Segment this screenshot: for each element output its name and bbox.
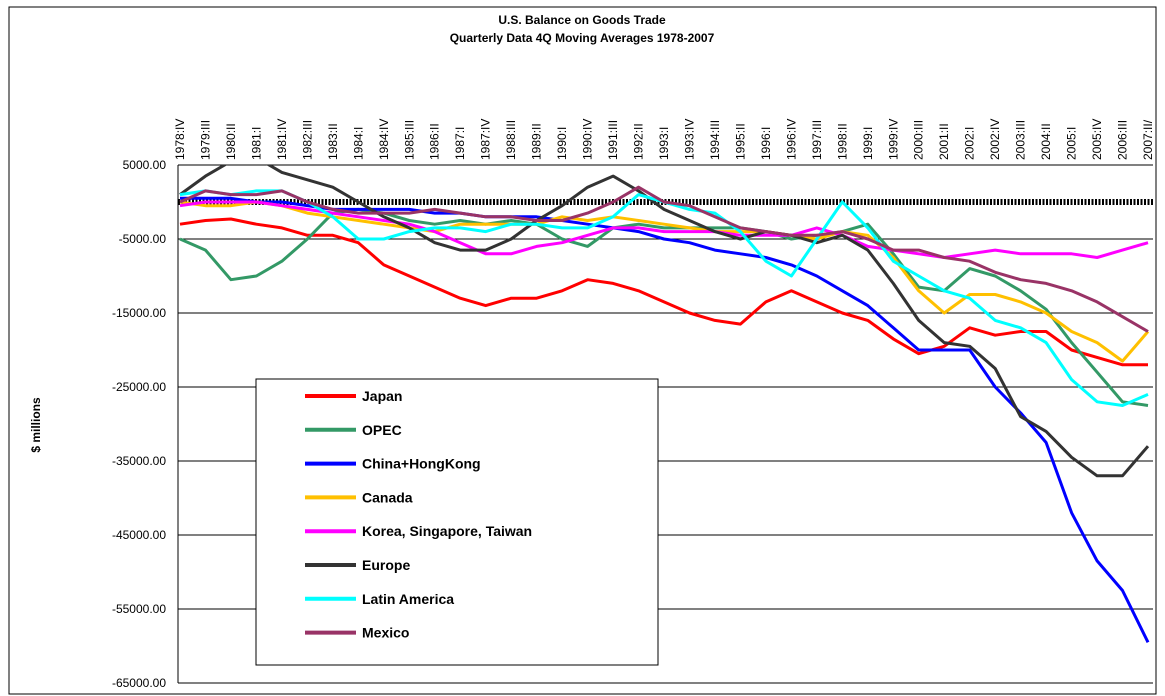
- y-tick-label: -65000.00: [112, 676, 166, 690]
- x-tick-label: 1990:IV: [581, 119, 595, 160]
- legend-label: Canada: [362, 489, 413, 505]
- x-tick-label: 1994:III: [708, 120, 722, 160]
- x-tick-label: 2001:II: [937, 123, 951, 160]
- x-tick-label: 2005:I: [1065, 127, 1079, 160]
- y-tick-label: -45000.00: [112, 528, 166, 542]
- series-line: [179, 165, 1150, 478]
- legend-label: Europe: [362, 557, 410, 573]
- x-tick-label: 1989:II: [530, 123, 544, 160]
- x-tick-label: 2000:III: [912, 120, 926, 160]
- chart-subtitle: Quarterly Data 4Q Moving Averages 1978-2…: [450, 31, 715, 45]
- x-tick-label: 1999:IV: [886, 119, 900, 160]
- y-tick-label: -15000.00: [112, 306, 166, 320]
- series-line: [179, 200, 1150, 363]
- x-tick-label: 2002:IV: [988, 119, 1002, 160]
- x-tick-label: 1978:IV: [173, 119, 187, 160]
- x-tick-label: 2006:III: [1116, 120, 1130, 160]
- x-tick-label: 1995:II: [733, 123, 747, 160]
- x-tick-label: 1986:II: [428, 123, 442, 160]
- chart-title: U.S. Balance on Goods Trade: [498, 13, 666, 27]
- x-tick-label: 1996:I: [759, 127, 773, 160]
- x-tick-label: 1988:III: [504, 120, 518, 160]
- y-tick-label: 5000.00: [123, 158, 167, 172]
- x-tick-label: 1987:IV: [479, 119, 493, 160]
- legend-box: [255, 378, 659, 666]
- x-tick-label: 1993:IV: [682, 119, 696, 160]
- legend-label: China+HongKong: [362, 456, 481, 472]
- x-tick-label: 1993:I: [657, 127, 671, 160]
- y-tick-label: -25000.00: [112, 380, 166, 394]
- x-tick-label: 1996:IV: [784, 119, 798, 160]
- legend-label: Mexico: [362, 625, 409, 641]
- x-tick-label: 1997:III: [810, 120, 824, 160]
- series-line: [179, 185, 1149, 333]
- x-tick-label: 1979:III: [198, 120, 212, 160]
- legend-label: OPEC: [362, 422, 402, 438]
- y-tick-label: -55000.00: [112, 602, 166, 616]
- x-tick-label: 1998:II: [835, 123, 849, 160]
- y-tick-label: -35000.00: [112, 454, 166, 468]
- series-line: [179, 217, 1148, 367]
- y-tick-label: -5000.00: [119, 232, 167, 246]
- x-tick-label: 1999:I: [861, 127, 875, 160]
- x-tick-label: 1980:II: [224, 123, 238, 160]
- x-tick-label: 2002:I: [963, 127, 977, 160]
- x-tick-label: 1990:I: [555, 127, 569, 160]
- x-tick-label: 1983:II: [326, 123, 340, 160]
- legend-label: Korea, Singapore, Taiwan: [362, 523, 532, 539]
- x-tick-label: 1981:IV: [275, 119, 289, 160]
- x-tick-label: 2004:II: [1039, 123, 1053, 160]
- x-tick-label: 1982:III: [300, 120, 314, 160]
- x-tick-label: 1987:I: [453, 127, 467, 160]
- x-tick-label: 1992:II: [632, 123, 646, 160]
- x-tick-label: 1991:III: [606, 120, 620, 160]
- x-tick-label: 1981:I: [249, 127, 263, 160]
- y-axis-label: $ millions: [29, 397, 43, 453]
- x-tick-label: 1984:I: [351, 127, 365, 160]
- plot-lines: [179, 165, 1150, 643]
- x-tick-label: 1985:III: [402, 120, 416, 160]
- x-tick-label: 1984:IV: [377, 119, 391, 160]
- series-line: [179, 200, 1149, 259]
- x-tick-label: 2005:IV: [1090, 119, 1104, 160]
- legend: Japan OPEC China+HongKong Canada Korea, Sing…: [305, 388, 532, 641]
- x-tick-label: 2007:II/: [1141, 119, 1155, 160]
- x-tick-label: 2003:III: [1014, 120, 1028, 160]
- legend-label: Japan: [362, 388, 402, 404]
- legend-label: Latin America: [362, 591, 454, 607]
